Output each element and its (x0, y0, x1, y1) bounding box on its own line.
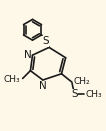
Text: N: N (39, 81, 47, 91)
Text: CH₃: CH₃ (85, 90, 102, 99)
Text: S: S (71, 89, 78, 100)
Text: S: S (42, 36, 49, 46)
Text: CH₂: CH₂ (74, 77, 91, 86)
Text: N: N (24, 50, 31, 60)
Text: CH₃: CH₃ (4, 75, 21, 84)
